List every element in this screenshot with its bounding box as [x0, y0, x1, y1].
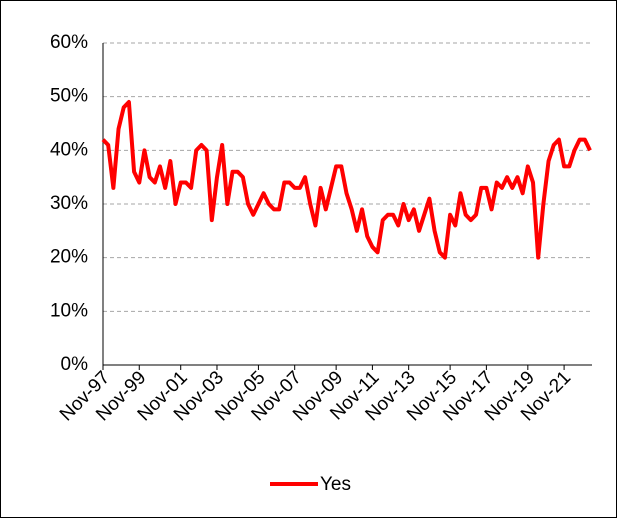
y-tick-label: 0% [61, 354, 89, 375]
legend-label: Yes [320, 474, 351, 495]
y-tick-label: 50% [50, 86, 88, 107]
y-tick-label: 30% [50, 193, 88, 214]
y-tick-label: 40% [50, 139, 88, 160]
y-tick-label: 10% [50, 300, 88, 321]
y-tick-label: 60% [50, 32, 88, 53]
y-tick-label: 20% [50, 247, 88, 268]
line [101, 100, 592, 260]
